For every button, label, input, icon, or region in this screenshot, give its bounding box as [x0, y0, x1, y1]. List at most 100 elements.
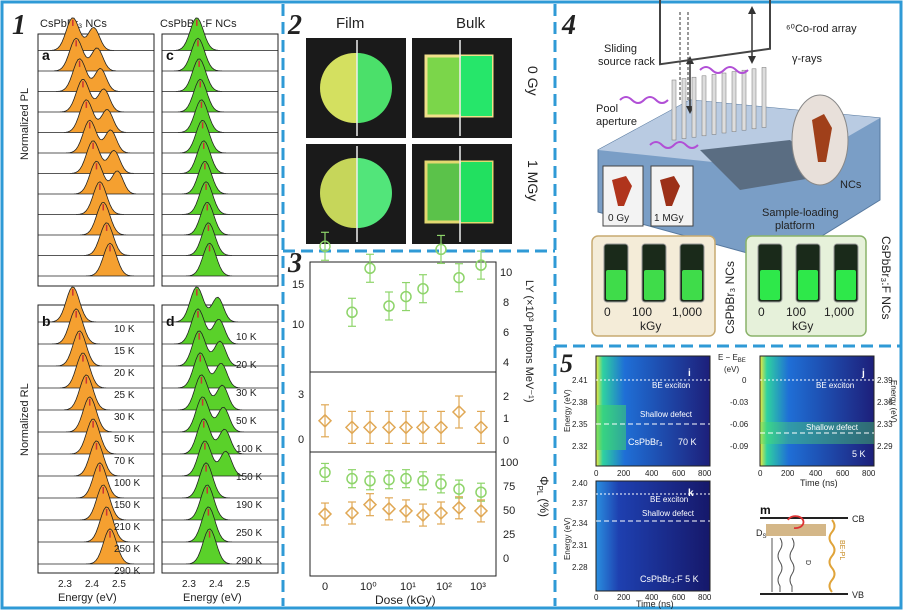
- unit1: kGy: [640, 319, 661, 333]
- spectrum-trace: [162, 330, 278, 367]
- b-temp-label: 290 K: [114, 566, 140, 577]
- label-d: d: [166, 313, 175, 329]
- xtick-d-2: 2.4: [209, 579, 223, 590]
- svg-text:200: 200: [781, 469, 795, 478]
- panel-1: 1 CsPbBr₃ NCs CsPbBr₃:F NCs Normalized P…: [12, 10, 279, 604]
- spectrum-trace: [38, 418, 154, 455]
- j-defect-text: Shallow defect: [806, 423, 859, 432]
- spectrum-trace: [162, 140, 278, 174]
- platform-label: platform: [775, 220, 815, 232]
- ylabel-ly: LY (×10³ photons MeV⁻¹): [523, 280, 535, 403]
- vial-glow: [760, 270, 780, 300]
- vial-glow: [798, 270, 818, 300]
- j-rt-3: 2.33: [877, 420, 893, 429]
- vial-1mgy-label: 1 MGy: [654, 213, 683, 224]
- spectrum-trace: [38, 37, 154, 72]
- co-rod: [751, 68, 757, 130]
- vial-glow: [836, 270, 856, 300]
- j-lt-3: -0.06: [730, 420, 749, 429]
- data-point: [453, 271, 465, 284]
- row2-label: 1 MGy: [525, 160, 541, 201]
- d-temp-label: 100 K: [236, 444, 262, 455]
- data-point: [364, 262, 376, 275]
- group1-label: CsPbBr₃ NCs: [723, 261, 737, 334]
- co-rod-rack: [659, 0, 771, 66]
- i-defect-text: Shallow defect: [640, 410, 693, 419]
- d-temp-label: 150 K: [236, 472, 262, 483]
- dose1-100: 100: [632, 305, 652, 319]
- plot-d-temp-labels: 10 K 20 K 30 K 50 K 100 K 150 K 190 K 250 K 290 …: [236, 332, 262, 567]
- data-point: [344, 505, 360, 521]
- data-point: [364, 475, 376, 487]
- spectrum-trace: [38, 330, 154, 367]
- lt-15: 15: [292, 279, 304, 291]
- co-rod: [711, 74, 717, 135]
- label-c: c: [166, 47, 174, 63]
- xlabel-b: Energy (eV): [58, 592, 117, 604]
- spectrum-trace: [162, 222, 278, 256]
- spectrum-trace: [161, 37, 278, 72]
- b-temp-label: 50 K: [114, 434, 135, 445]
- xtick-2: 10¹: [400, 581, 416, 593]
- dose1-1000: 1,000: [672, 305, 702, 319]
- spectrum-trace: [162, 440, 278, 477]
- k-ytick-4: 2.31: [572, 541, 588, 550]
- spectrum-trace: [162, 418, 278, 455]
- spectrum-trace: [38, 119, 154, 154]
- spectrum-trace: [38, 99, 154, 133]
- rt-10: 10: [500, 267, 512, 279]
- spectrum-trace: [162, 58, 278, 92]
- label-b: b: [42, 313, 51, 329]
- b-temp-label: 70 K: [114, 456, 135, 467]
- spectrum-trace: [37, 17, 154, 51]
- source-rack-label: source rack: [598, 56, 655, 68]
- co-rod: [741, 69, 747, 131]
- gamma-wave-1: [619, 96, 669, 104]
- j-ylabel-right: Energy (eV): [889, 380, 898, 423]
- rt-2: 2: [503, 391, 509, 403]
- b-temp-label: 100 K: [114, 478, 140, 489]
- i-sample: CsPbBr₃: [628, 437, 663, 447]
- spectrum-trace: [38, 396, 154, 433]
- label-i: i: [688, 368, 691, 379]
- aperture-label: aperture: [596, 116, 637, 128]
- rt-0b: 0: [503, 553, 509, 565]
- rt-8: 8: [503, 297, 509, 309]
- data-point: [475, 486, 487, 498]
- spectrum-trace: [38, 286, 154, 323]
- j-rt-4: 2.29: [877, 442, 893, 451]
- data-point: [400, 290, 412, 303]
- plot3-marks: [317, 231, 489, 527]
- panel-4-number: 4: [561, 10, 576, 41]
- vial-glow: [682, 270, 702, 300]
- ds-pl-label: D: [804, 560, 811, 565]
- data-point: [475, 259, 487, 271]
- ds-label: DS: [756, 528, 767, 540]
- sample-label: Sample-loading: [762, 207, 838, 219]
- data-point: [400, 472, 412, 485]
- j-xticks: 0 200 400 600 800: [758, 469, 876, 478]
- dose2-1000: 1,000: [824, 305, 854, 319]
- spectrum-trace: [162, 181, 278, 215]
- film-1mgy-photo: [306, 144, 406, 244]
- b-temp-label: 15 K: [114, 346, 135, 357]
- svg-text:800: 800: [862, 469, 876, 478]
- k-be-text: BE exciton: [650, 495, 688, 504]
- d-temp-label: 50 K: [236, 416, 257, 427]
- data-point: [398, 503, 414, 518]
- be-pl-label: BE-PL: [838, 540, 845, 560]
- plot-c-frame: [161, 33, 279, 287]
- i-xticks: 0 200 400 600 800: [594, 469, 712, 478]
- band-diagram: m CB VB DS D BE-PL: [756, 503, 865, 600]
- d-temp-label: 20 K: [236, 360, 257, 371]
- lt-3: 3: [298, 389, 304, 401]
- k-ylabel: Energy (eV): [563, 517, 572, 560]
- data-point: [473, 420, 489, 435]
- data-point: [417, 475, 429, 487]
- data-point: [344, 420, 360, 435]
- bulk-0gy-photo: [412, 38, 512, 138]
- co-rod: [691, 76, 697, 138]
- panel-4: 4 Sliding source rack ⁶⁰Co-rod array γ-r…: [561, 0, 893, 337]
- j-xlabel: Time (ns): [800, 478, 838, 488]
